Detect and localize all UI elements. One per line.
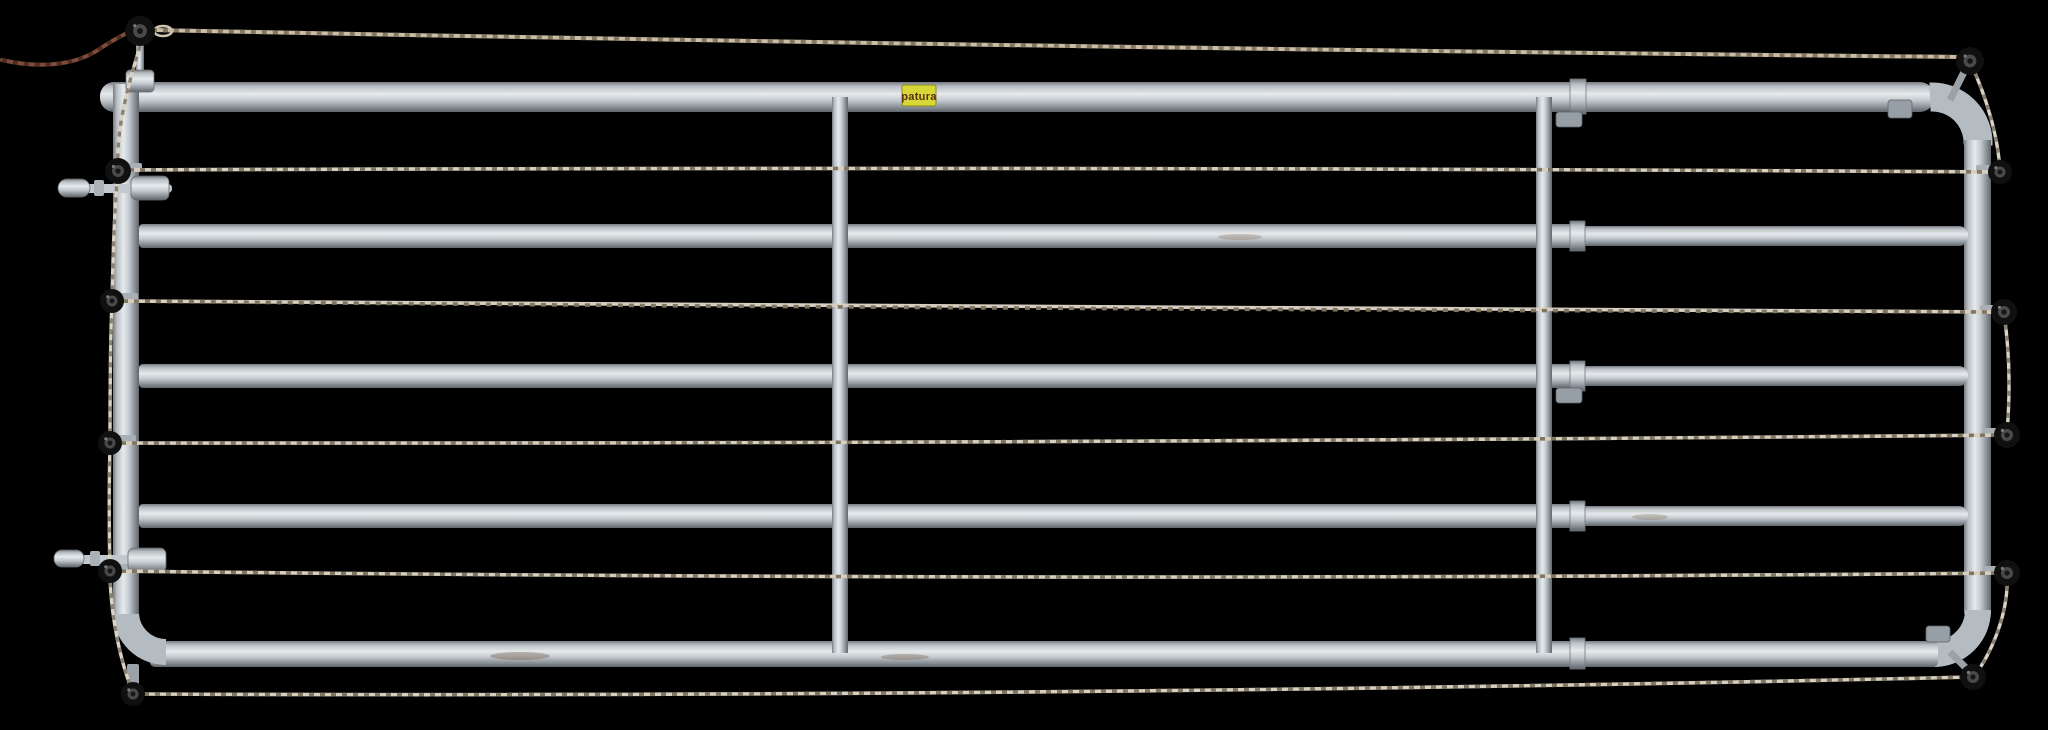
right-post	[1964, 140, 1991, 614]
right-drop-wire-twist	[2002, 313, 2011, 434]
rust-spot	[1218, 234, 1262, 240]
right-drop-wire-twist	[1973, 574, 2009, 677]
telescopic-collar-rail4	[1569, 500, 1586, 532]
telescopic-collar-bottom	[1569, 637, 1586, 670]
rail-clamp	[1925, 625, 1951, 643]
ring-insulator-right-4-highlight	[2000, 566, 2005, 571]
bottom-left-corner-elbow	[113, 611, 167, 665]
ring-insulator-right-1-hole	[1997, 169, 2003, 175]
left-drop-wire-twist	[107, 45, 142, 693]
lead-wire-twist	[1, 29, 133, 67]
rail-3-insert-tube	[1578, 366, 1968, 386]
render-root: patura	[0, 16, 2020, 706]
ring-insulator-left-3-highlight	[104, 437, 108, 441]
wire-strand-5-twist	[132, 675, 1974, 697]
brand-label-plate	[901, 84, 937, 107]
bottom-right-corner-elbow	[1933, 609, 1991, 667]
rust-spot	[881, 654, 929, 660]
ring-insulator-right-3-hole	[2004, 432, 2010, 438]
brand-label: patura	[901, 84, 937, 107]
ring-insulator-right-5-highlight	[1966, 670, 1971, 675]
ring-insulator-left-3-hole	[107, 440, 113, 446]
rail-3	[139, 364, 1582, 388]
telescopic-collar-top	[1569, 78, 1587, 115]
telescopic-collar-rail3	[1569, 360, 1586, 392]
ring-insulator-left-1-highlight	[111, 164, 116, 169]
rail-clamp	[1555, 111, 1583, 128]
insulators	[98, 16, 2020, 706]
top-rail	[100, 82, 1934, 112]
wire-strand-3-twist	[109, 433, 2007, 445]
rail-4-insert-tube	[1578, 506, 1968, 526]
latch-knob-lower	[53, 549, 85, 568]
ring-insulator-right-top-hole	[1967, 58, 1973, 64]
ring-insulator-right-3-highlight	[2000, 428, 2005, 433]
vertical-stay-1	[832, 97, 848, 653]
latch-guide-lower	[127, 547, 167, 573]
top-right-corner-elbow	[1929, 82, 1993, 146]
rail-clamp	[1555, 387, 1583, 404]
latch-knob-upper	[57, 178, 91, 198]
tension-pulley-insulator-highlight	[133, 24, 137, 28]
tension-pulley-insulator-hole	[137, 28, 143, 34]
rail-2-insert-tube	[1578, 226, 1968, 246]
latch-collar-upper	[94, 180, 104, 196]
ring-insulator-left-2-hole	[109, 298, 115, 304]
right-drop-wire-twist	[1969, 63, 2002, 171]
latch-guide-upper	[130, 175, 170, 201]
bottom-rail	[150, 641, 1938, 667]
ring-insulator-left-5-hole	[130, 691, 136, 697]
ring-insulator-right-1-highlight	[1994, 166, 1998, 170]
ring-insulator-right-top-highlight	[1963, 54, 1967, 58]
wire-strand-4-twist	[109, 569, 2008, 579]
brand-label-text: patura	[901, 91, 937, 103]
ring-insulator-right-4-hole	[2004, 570, 2010, 576]
wire-strand-1-twist	[117, 166, 2001, 174]
rust-patches	[490, 234, 1668, 660]
ring-insulator-right-2-hole	[2001, 309, 2007, 315]
rust-spot	[490, 652, 550, 660]
rail-4	[139, 504, 1582, 528]
ring-insulator-left-5-highlight	[127, 688, 131, 692]
ring-insulator-left-2-highlight	[106, 295, 110, 299]
ring-insulator-left-4-highlight	[104, 565, 108, 569]
rail-2	[139, 224, 1582, 248]
ring-insulator-right-2-highlight	[1997, 305, 2002, 310]
top-diagonal-wire	[150, 28, 1964, 59]
ring-insulator-left-4-hole	[107, 568, 113, 574]
latch-collar-lower	[90, 551, 100, 566]
rust-spot	[1632, 514, 1668, 520]
vertical-stay-2	[1536, 97, 1552, 653]
rail-clamp	[1887, 99, 1913, 119]
wire-strand-2	[110, 299, 2006, 314]
telescopic-collar-rail2	[1569, 220, 1586, 252]
ring-insulator-right-5-hole	[1970, 674, 1976, 680]
ring-insulator-left-1-hole	[115, 168, 121, 174]
